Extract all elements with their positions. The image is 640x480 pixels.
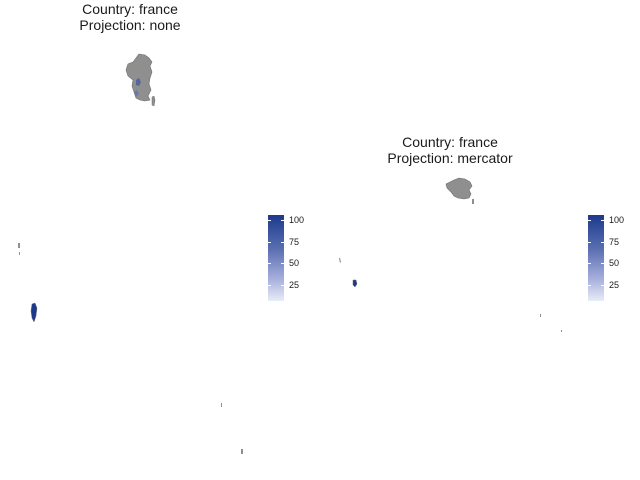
legend-label-75: 75 <box>289 237 300 247</box>
region-mayotte <box>221 403 222 407</box>
map-title: Country: france Projection: none <box>30 1 230 33</box>
legend-label-100: 100 <box>609 215 625 225</box>
region-reunion <box>561 330 562 332</box>
legend-label-50: 50 <box>609 258 620 268</box>
color-legend: 100 75 50 25 <box>588 212 640 312</box>
region-french-guiana <box>352 279 358 288</box>
title-projection: Projection: mercator <box>387 150 513 166</box>
legend-gradient <box>588 215 604 301</box>
legend-label-25: 25 <box>289 280 300 290</box>
region-corsica <box>151 95 156 107</box>
region-metropolitan-france <box>445 177 473 200</box>
title-country: Country: france <box>402 134 498 150</box>
legend-gradient <box>268 215 284 301</box>
map-title: Country: france Projection: mercator <box>350 134 550 166</box>
region-guadeloupe <box>339 258 341 263</box>
region-mayotte <box>540 314 541 317</box>
region-martinique <box>19 252 20 255</box>
title-country: Country: france <box>82 1 178 17</box>
region-guadeloupe <box>18 243 20 248</box>
legend-label-100: 100 <box>289 215 305 225</box>
region-corsica <box>472 199 474 204</box>
color-legend: 100 75 50 25 <box>268 212 328 312</box>
map-canvas <box>18 53 243 454</box>
region-paris-detail <box>136 78 141 86</box>
map-canvas <box>339 177 562 332</box>
legend-label-75: 75 <box>609 237 620 247</box>
map-panel-mercator: Country: france Projection: mercator 100… <box>320 0 640 480</box>
region-metropolitan-france <box>125 53 153 102</box>
legend-label-25: 25 <box>609 280 620 290</box>
map-panel-none: Country: france Projection: none 100 75 … <box>18 1 304 454</box>
region-south-detail <box>134 90 139 97</box>
title-projection: Projection: none <box>79 17 181 33</box>
region-french-guiana <box>30 302 38 323</box>
region-reunion <box>241 449 243 454</box>
legend-label-50: 50 <box>289 258 300 268</box>
